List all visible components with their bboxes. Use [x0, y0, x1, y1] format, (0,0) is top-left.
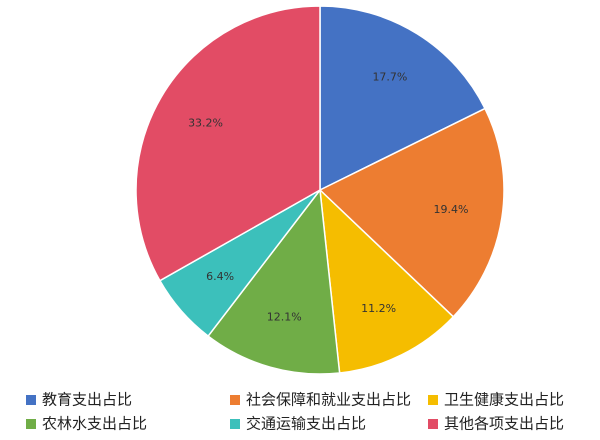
legend-label: 社会保障和就业支出占比	[246, 391, 411, 409]
legend-swatch	[428, 419, 438, 429]
legend-label: 卫生健康支出占比	[444, 391, 564, 409]
data-label: 6.4%	[206, 270, 234, 283]
pie-slice	[135, 5, 321, 282]
pie-slice	[318, 107, 505, 318]
pie-slice	[207, 188, 341, 375]
data-label: 17.7%	[372, 70, 407, 83]
legend-swatch	[230, 395, 240, 405]
data-label: 33.2%	[188, 116, 223, 129]
data-label: 11.2%	[361, 302, 396, 315]
legend-label: 农林水支出占比	[42, 415, 147, 433]
data-label: 12.1%	[267, 311, 302, 324]
legend-label: 其他各项支出占比	[444, 415, 564, 433]
pie-slice	[319, 188, 455, 374]
pie-slice	[319, 5, 486, 192]
legend-swatch	[230, 419, 240, 429]
legend-swatch	[26, 419, 36, 429]
legend-label: 教育支出占比	[42, 391, 132, 409]
legend-swatch	[26, 395, 36, 405]
data-label: 19.4%	[434, 203, 469, 216]
legend-swatch	[428, 395, 438, 405]
legend-label: 交通运输支出占比	[246, 415, 366, 433]
